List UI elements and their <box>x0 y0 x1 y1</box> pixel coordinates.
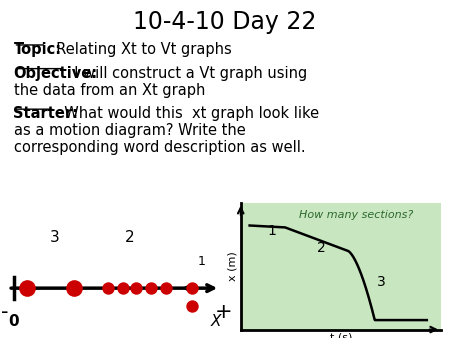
Text: corresponding word description as well.: corresponding word description as well. <box>14 140 305 155</box>
Text: as a motion diagram? Write the: as a motion diagram? Write the <box>14 123 245 138</box>
Text: 0: 0 <box>9 314 19 329</box>
Text: What would this  xt graph look like: What would this xt graph look like <box>55 106 320 121</box>
Point <box>70 285 77 291</box>
Text: X: X <box>211 314 221 329</box>
Text: Relating Xt to Vt graphs: Relating Xt to Vt graphs <box>47 42 232 57</box>
Point <box>189 285 196 291</box>
Text: -: - <box>1 302 8 322</box>
Text: Objective:: Objective: <box>14 66 98 81</box>
Text: Topic:: Topic: <box>14 42 62 57</box>
Point <box>119 285 126 291</box>
Point <box>104 285 111 291</box>
Text: How many sections?: How many sections? <box>299 210 413 220</box>
Text: Starter:: Starter: <box>14 106 78 121</box>
Text: the data from an Xt graph: the data from an Xt graph <box>14 83 205 98</box>
Point <box>147 285 154 291</box>
Text: 1: 1 <box>267 224 276 238</box>
Y-axis label: x (m): x (m) <box>228 251 238 281</box>
Point <box>162 285 169 291</box>
Text: 10-4-10 Day 22: 10-4-10 Day 22 <box>133 10 317 34</box>
X-axis label: t (s): t (s) <box>330 332 352 338</box>
Text: 1: 1 <box>198 255 205 268</box>
Text: I will construct a Vt graph using: I will construct a Vt graph using <box>65 66 307 81</box>
Point <box>23 285 31 291</box>
Point <box>132 285 140 291</box>
Text: 2: 2 <box>125 231 135 245</box>
Point <box>189 304 196 309</box>
Text: 2: 2 <box>317 241 326 255</box>
Text: +: + <box>215 302 233 322</box>
Text: 3: 3 <box>377 275 386 289</box>
Text: 3: 3 <box>50 231 60 245</box>
